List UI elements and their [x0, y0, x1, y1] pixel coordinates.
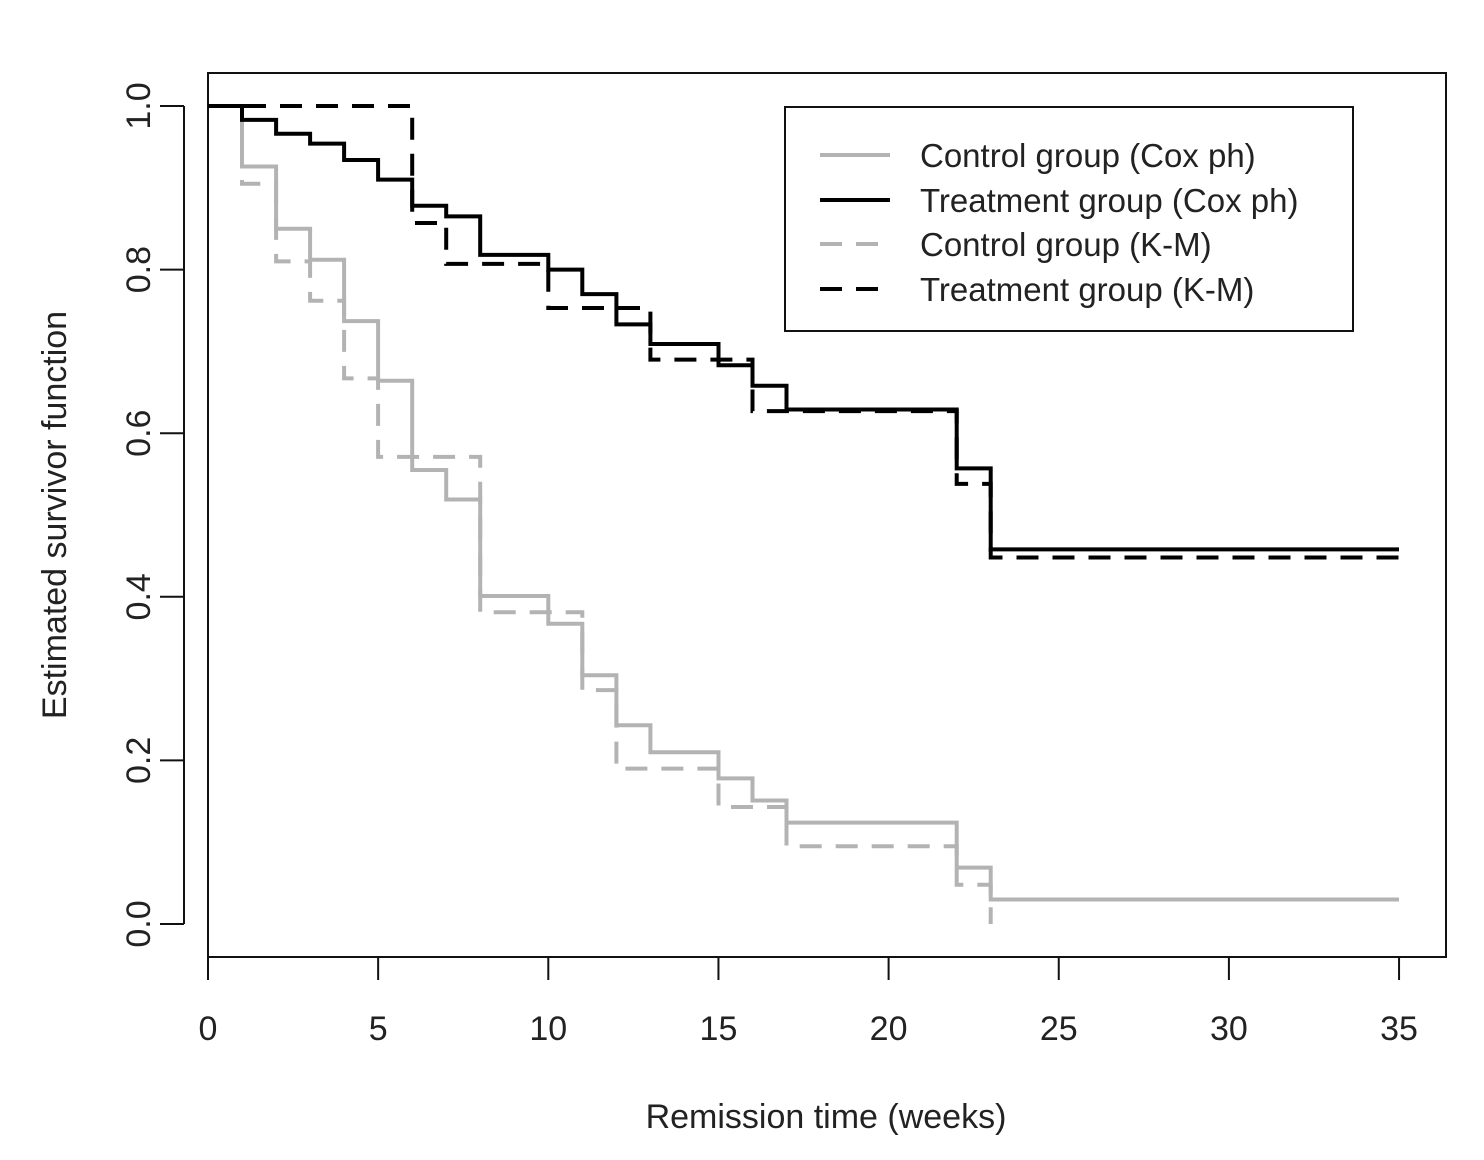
- legend-label: Control group (K-M): [920, 226, 1212, 263]
- series-line-2: [208, 104, 1399, 552]
- series-line-3: [208, 104, 993, 924]
- x-axis-title: Remission time (weeks): [646, 1098, 1007, 1136]
- y-tick-label: 0.4: [120, 573, 158, 620]
- y-tick-label: 0.8: [120, 246, 158, 293]
- y-tick-label: 0.2: [120, 737, 158, 784]
- x-tick-label: 15: [700, 1010, 738, 1048]
- x-tick-label: 0: [199, 1010, 218, 1048]
- x-tick-label: 20: [870, 1010, 908, 1048]
- x-axis: 0 5 10 15 20 25 30 35: [199, 956, 1418, 1048]
- legend: Control group (Cox ph) Treatment group (C…: [784, 106, 1354, 332]
- series-line-1: [208, 104, 1399, 902]
- series-line-4: [208, 104, 1399, 560]
- legend-label: Treatment group (Cox ph): [920, 182, 1298, 219]
- legend-label: Control group (Cox ph): [920, 137, 1256, 174]
- x-tick-label: 25: [1040, 1010, 1078, 1048]
- y-tick-label: 0.6: [120, 410, 158, 457]
- y-axis-title: Estimated survivor function: [36, 311, 74, 719]
- x-tick-label: 5: [369, 1010, 388, 1048]
- x-tick-label: 10: [529, 1010, 567, 1048]
- y-tick-label: 0.0: [120, 900, 158, 947]
- series-layer: [208, 104, 1399, 924]
- x-tick-label: 35: [1380, 1010, 1418, 1048]
- y-axis: 0.0 0.2 0.4 0.6 0.8 1.0: [120, 82, 185, 948]
- legend-items: Control group (Cox ph) Treatment group (C…: [820, 137, 1298, 308]
- y-tick-label: 1.0: [120, 82, 158, 129]
- x-tick-label: 30: [1210, 1010, 1248, 1048]
- legend-box: [784, 106, 1354, 332]
- legend-label: Treatment group (K-M): [920, 271, 1254, 308]
